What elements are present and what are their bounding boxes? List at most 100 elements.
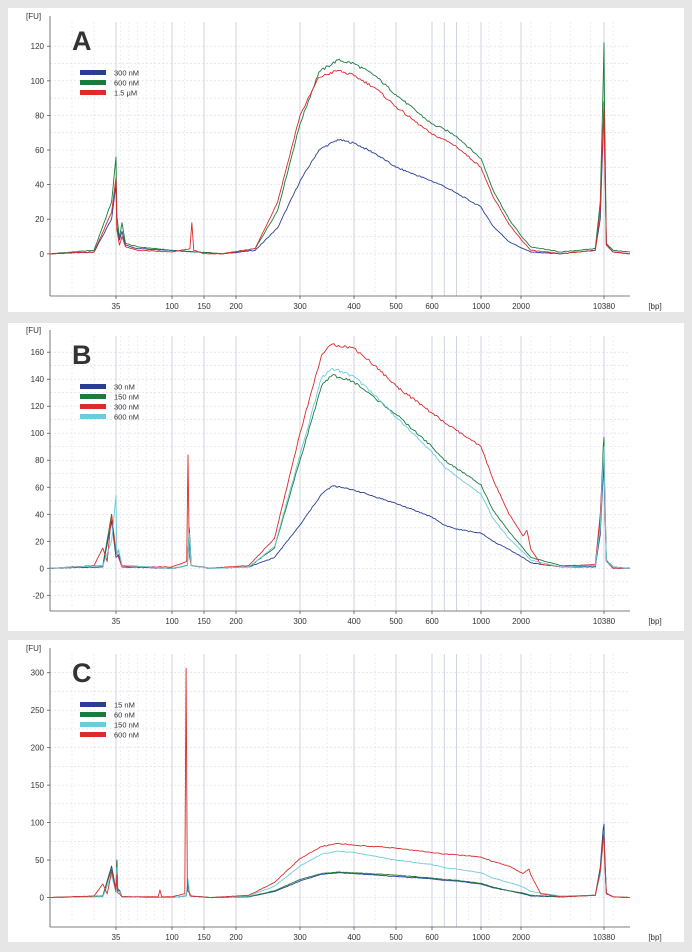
- y-tick-label: 140: [31, 375, 45, 384]
- legend-label: 600 nM: [114, 79, 139, 88]
- y-tick-label: 300: [31, 669, 45, 678]
- x-tick-label: 400: [347, 933, 361, 942]
- legend-swatch: [80, 80, 106, 85]
- x-tick-label: 1000: [472, 617, 490, 626]
- y-unit-label: [FU]: [26, 326, 41, 335]
- legend-swatch: [80, 70, 106, 75]
- y-tick-label: 100: [31, 77, 45, 86]
- x-tick-label: 2000: [512, 617, 530, 626]
- panel-background: [8, 640, 684, 942]
- x-tick-label: 10380: [593, 617, 616, 626]
- legend-label: 600 nM: [114, 413, 139, 422]
- series-line-1-5-m: [49, 69, 631, 255]
- x-tick-label: 600: [425, 617, 439, 626]
- x-tick-label: 200: [229, 617, 243, 626]
- x-tick-label: 100: [165, 617, 179, 626]
- x-tick-label: 10380: [593, 302, 616, 311]
- x-tick-label: 2000: [512, 302, 530, 311]
- series-line-600-nm: [49, 42, 631, 255]
- panel-letter: B: [72, 340, 92, 370]
- x-tick-label: 500: [389, 617, 403, 626]
- y-tick-label: 160: [31, 348, 45, 357]
- y-unit-label: [FU]: [26, 644, 41, 653]
- x-unit-label: [bp]: [648, 302, 661, 311]
- legend-label: 1.5 µM: [114, 89, 137, 98]
- y-tick-label: 150: [31, 781, 45, 790]
- legend-swatch: [80, 404, 106, 409]
- y-tick-label: 250: [31, 706, 45, 715]
- x-tick-label: 10380: [593, 933, 616, 942]
- x-tick-label: 400: [347, 302, 361, 311]
- x-tick-label: 400: [347, 617, 361, 626]
- legend-label: 150 nM: [114, 393, 139, 402]
- legend-swatch: [80, 702, 106, 707]
- panel-b: -20 0 20 40 60 80 100 120 140 160 [FU] 35 100 150 200 3…: [8, 323, 684, 631]
- series-line-300-nm: [49, 101, 631, 255]
- panel-c: 0 50 100 150 200 250 300 [FU] 35 100 150 200 300 400 5…: [8, 640, 684, 942]
- panel-letter: A: [72, 26, 92, 56]
- legend-swatch: [80, 732, 106, 737]
- x-tick-label: 100: [165, 933, 179, 942]
- x-tick-label: 35: [112, 933, 121, 942]
- y-tick-label: 60: [35, 146, 44, 155]
- x-tick-label: 600: [425, 302, 439, 311]
- x-tick-label: 200: [229, 933, 243, 942]
- x-tick-label: 200: [229, 302, 243, 311]
- legend-swatch: [80, 414, 106, 419]
- y-tick-label: 40: [35, 510, 44, 519]
- x-tick-label: 500: [389, 933, 403, 942]
- x-tick-label: 150: [197, 933, 211, 942]
- y-tick-label: 60: [35, 483, 44, 492]
- panel-a: 0 20 40 60 80 100 120 [FU] 35 100 150 200 300 400 500 6…: [8, 8, 684, 312]
- legend-label: 60 nM: [114, 711, 135, 720]
- legend-swatch: [80, 722, 106, 727]
- y-tick-label: 50: [35, 856, 44, 865]
- x-tick-label: 150: [197, 302, 211, 311]
- x-tick-label: 300: [293, 933, 307, 942]
- y-tick-label: -20: [32, 591, 44, 600]
- y-unit-label: [FU]: [26, 12, 41, 21]
- series-line-600-nm: [49, 367, 631, 569]
- x-unit-label: [bp]: [648, 617, 661, 626]
- x-unit-label: [bp]: [648, 933, 661, 942]
- legend-label: 15 nM: [114, 701, 135, 710]
- y-tick-label: 0: [40, 894, 45, 903]
- y-tick-label: 200: [31, 744, 45, 753]
- legend-swatch: [80, 712, 106, 717]
- y-tick-label: 20: [35, 537, 44, 546]
- x-tick-label: 1000: [472, 302, 490, 311]
- x-tick-label: 35: [112, 302, 121, 311]
- x-tick-label: 300: [293, 617, 307, 626]
- x-tick-label: 2000: [512, 933, 530, 942]
- legend-label: 300 nM: [114, 69, 139, 78]
- x-tick-label: 100: [165, 302, 179, 311]
- legend-label: 150 nM: [114, 721, 139, 730]
- legend-swatch: [80, 394, 106, 399]
- x-tick-label: 1000: [472, 933, 490, 942]
- panel-background: [8, 8, 684, 312]
- x-tick-label: 300: [293, 302, 307, 311]
- x-tick-label: 500: [389, 302, 403, 311]
- y-tick-label: 80: [35, 111, 44, 120]
- y-tick-label: 120: [31, 42, 45, 51]
- y-tick-label: 0: [40, 250, 45, 259]
- legend-label: 300 nM: [114, 403, 139, 412]
- x-tick-label: 150: [197, 617, 211, 626]
- x-tick-label: 600: [425, 933, 439, 942]
- legend-swatch: [80, 90, 106, 95]
- panel-background: [8, 323, 684, 631]
- y-tick-label: 100: [31, 429, 45, 438]
- y-tick-label: 100: [31, 819, 45, 828]
- y-tick-label: 120: [31, 402, 45, 411]
- y-tick-label: 0: [40, 564, 45, 573]
- y-tick-label: 40: [35, 181, 44, 190]
- legend-label: 30 nM: [114, 383, 135, 392]
- legend-label: 600 nM: [114, 731, 139, 740]
- x-tick-label: 35: [112, 617, 121, 626]
- panel-letter: C: [72, 658, 92, 688]
- legend-swatch: [80, 384, 106, 389]
- series-line-600-nm: [49, 667, 631, 898]
- y-tick-label: 80: [35, 456, 44, 465]
- y-tick-label: 20: [35, 215, 44, 224]
